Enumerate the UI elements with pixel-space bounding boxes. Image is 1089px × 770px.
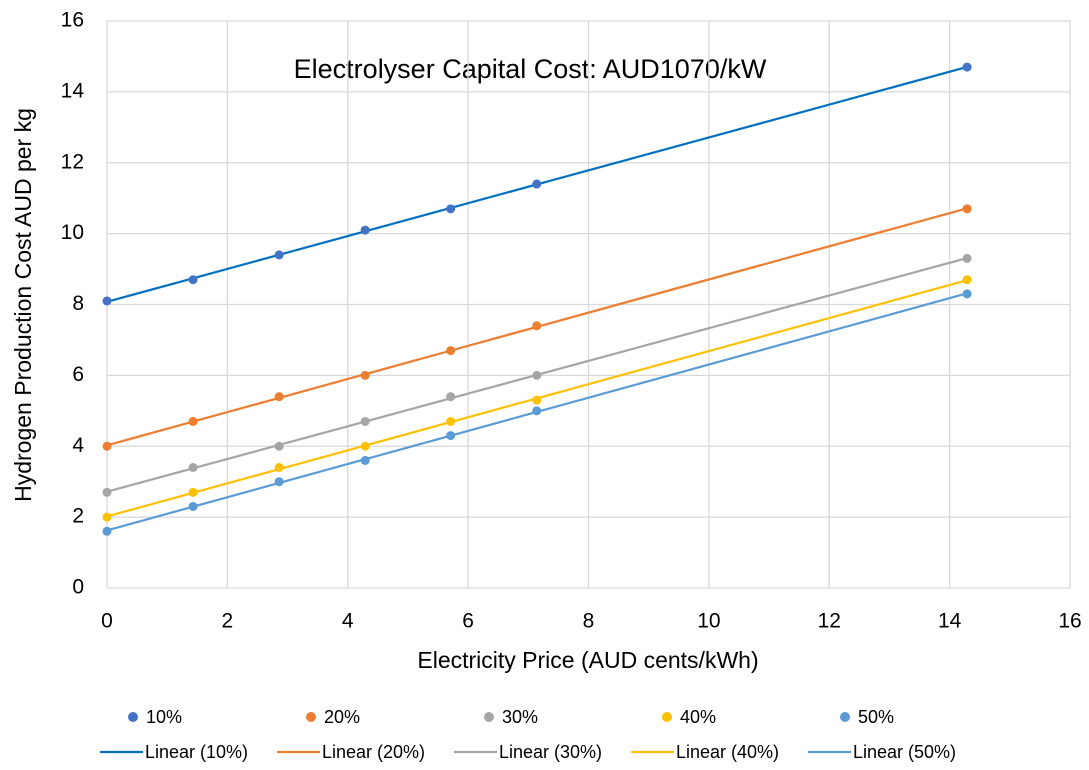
data-point [274,441,284,451]
data-point [962,62,972,72]
legend-label: Linear (30%) [499,742,602,762]
y-axis-label: Hydrogen Production Cost AUD per kg [10,108,36,502]
data-point [962,253,972,263]
data-point [962,275,972,285]
y-tick-label: 16 [61,9,84,32]
legend-label: 10% [146,707,182,727]
legend-label: 30% [502,707,538,727]
data-point [446,346,456,356]
legend-label: Linear (50%) [853,742,956,762]
y-tick-label: 14 [61,79,85,102]
data-point [188,487,198,497]
x-tick-label: 2 [222,610,234,633]
legend-label: Linear (40%) [676,742,779,762]
data-point [102,526,112,536]
data-point [962,289,972,299]
data-point [532,370,542,380]
data-point [102,441,112,451]
data-point [360,370,370,380]
data-point [274,392,284,402]
y-tick-label: 6 [72,363,84,386]
y-tick-label: 2 [72,505,84,528]
legend-label: Linear (10%) [145,742,248,762]
legend-marker [128,712,138,722]
legend-label: Linear (20%) [322,742,425,762]
data-point [446,431,456,441]
legend-marker [306,712,316,722]
x-tick-label: 0 [101,610,113,633]
y-tick-label: 10 [61,221,84,244]
data-point [102,512,112,522]
data-point [274,250,284,260]
legend-label: 20% [324,707,360,727]
x-tick-label: 10 [697,610,720,633]
x-tick-label: 8 [583,610,595,633]
data-point [532,321,542,331]
x-axis-label: Electricity Price (AUD cents/kWh) [417,647,758,673]
y-tick-label: 12 [61,150,84,173]
data-point [360,225,370,235]
data-point [532,395,542,405]
x-tick-label: 6 [462,610,474,633]
x-tick-label: 4 [342,610,354,633]
data-point [102,296,112,306]
data-point [446,204,456,214]
data-point [446,392,456,402]
y-tick-label: 8 [72,292,84,315]
legend-marker [840,712,850,722]
data-point [360,455,370,465]
x-tick-label: 16 [1058,610,1081,633]
legend-marker [484,712,494,722]
y-tick-label: 4 [72,434,84,457]
y-tick-label: 0 [72,576,84,599]
data-point [188,416,198,426]
chart-title: Electrolyser Capital Cost: AUD1070/kW [294,54,767,84]
data-point [274,477,284,487]
data-point [446,416,456,426]
data-point [532,406,542,416]
data-point [360,416,370,426]
data-point [102,487,112,497]
legend-label: 40% [680,707,716,727]
data-point [274,463,284,473]
data-point [188,463,198,473]
data-point [360,441,370,451]
x-tick-label: 12 [818,610,841,633]
legend-label: 50% [858,707,894,727]
data-point [532,179,542,189]
x-tick-label: 14 [938,610,962,633]
data-point [188,275,198,285]
legend-marker [662,712,672,722]
data-point [188,501,198,511]
data-point [962,204,972,214]
